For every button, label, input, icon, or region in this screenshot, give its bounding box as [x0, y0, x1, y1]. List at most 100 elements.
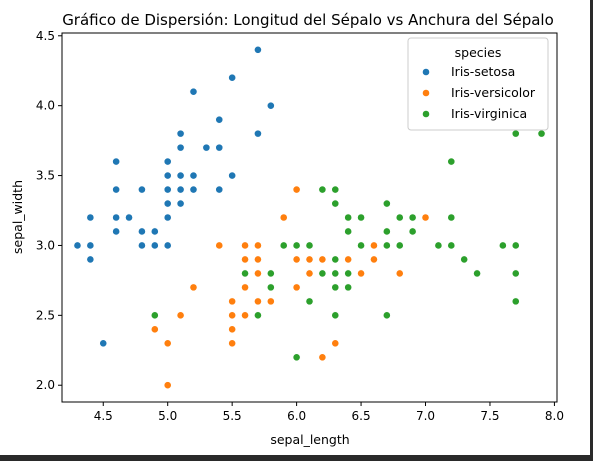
point-iris-versicolor: [241, 283, 249, 292]
point-iris-virginica: [344, 269, 353, 278]
point-iris-setosa: [163, 213, 172, 222]
point-iris-versicolor: [254, 241, 262, 250]
point-iris-virginica: [318, 269, 327, 278]
point-iris-setosa: [176, 171, 185, 180]
y-tick-label: 4.0: [36, 99, 55, 113]
point-iris-versicolor: [305, 269, 314, 278]
point-iris-setosa: [138, 241, 146, 250]
legend-marker: [422, 89, 430, 97]
point-iris-versicolor: [279, 213, 288, 222]
point-iris-virginica: [357, 241, 365, 250]
point-iris-virginica: [408, 227, 417, 236]
point-iris-setosa: [99, 339, 108, 348]
point-iris-setosa: [176, 143, 185, 152]
y-tick-label: 2.5: [36, 308, 55, 322]
point-iris-versicolor: [318, 353, 327, 362]
point-iris-versicolor: [254, 297, 262, 306]
point-iris-virginica: [447, 213, 456, 222]
point-iris-setosa: [163, 199, 172, 208]
point-iris-virginica: [331, 311, 340, 320]
x-tick-label: 6.5: [352, 409, 371, 423]
point-iris-versicolor: [331, 339, 340, 348]
y-tick-label: 3.5: [36, 169, 55, 183]
point-iris-versicolor: [228, 297, 237, 306]
point-iris-virginica: [511, 241, 520, 250]
point-iris-virginica: [382, 199, 391, 208]
point-iris-setosa: [215, 143, 224, 152]
point-iris-virginica: [305, 297, 314, 306]
point-iris-virginica: [305, 241, 314, 250]
point-iris-versicolor: [228, 325, 237, 334]
point-iris-virginica: [382, 227, 391, 236]
point-iris-virginica: [331, 185, 340, 194]
point-iris-setosa: [73, 241, 82, 250]
point-iris-virginica: [254, 311, 262, 320]
point-iris-virginica: [292, 241, 301, 250]
point-iris-setosa: [86, 241, 95, 250]
point-iris-virginica: [344, 213, 353, 222]
point-iris-versicolor: [318, 255, 327, 264]
legend-label: Iris-virginica: [451, 106, 527, 121]
point-iris-versicolor: [370, 241, 378, 250]
point-iris-setosa: [112, 213, 121, 222]
point-iris-virginica: [511, 297, 520, 306]
point-iris-versicolor: [344, 255, 353, 264]
point-iris-virginica: [279, 241, 288, 250]
point-iris-setosa: [112, 157, 121, 166]
point-iris-versicolor: [357, 269, 365, 278]
point-iris-versicolor: [370, 255, 378, 264]
point-iris-versicolor: [241, 311, 249, 320]
point-iris-virginica: [473, 269, 481, 278]
point-iris-virginica: [511, 269, 520, 278]
x-tick-label: 6.0: [287, 409, 306, 423]
point-iris-virginica: [357, 213, 365, 222]
point-iris-virginica: [395, 213, 404, 222]
point-iris-setosa: [163, 241, 172, 250]
point-iris-setosa: [228, 73, 237, 82]
point-iris-setosa: [254, 129, 262, 138]
point-iris-versicolor: [163, 339, 172, 348]
point-iris-versicolor: [228, 311, 237, 320]
point-iris-setosa: [150, 241, 159, 250]
point-iris-virginica: [434, 241, 443, 250]
point-iris-versicolor: [292, 185, 301, 194]
point-iris-setosa: [138, 185, 146, 194]
point-iris-versicolor: [292, 283, 301, 292]
legend-label: Iris-versicolor: [451, 85, 536, 100]
point-iris-setosa: [228, 171, 237, 180]
y-tick-label: 4.5: [36, 29, 55, 43]
x-tick-label: 7.0: [416, 409, 435, 423]
point-iris-virginica: [150, 311, 159, 320]
point-iris-versicolor: [395, 269, 404, 278]
point-iris-virginica: [241, 269, 249, 278]
x-tick-label: 4.5: [94, 409, 113, 423]
point-iris-virginica: [266, 269, 275, 278]
point-iris-setosa: [176, 199, 185, 208]
point-iris-virginica: [382, 241, 391, 250]
point-iris-virginica: [331, 199, 340, 208]
window-border-right: [590, 0, 593, 461]
point-iris-setosa: [112, 227, 121, 236]
point-iris-versicolor: [176, 311, 185, 320]
point-iris-versicolor: [241, 241, 249, 250]
point-iris-versicolor: [305, 255, 314, 264]
point-iris-setosa: [86, 213, 95, 222]
point-iris-setosa: [215, 185, 224, 194]
point-iris-versicolor: [266, 297, 275, 306]
point-iris-versicolor: [228, 339, 237, 348]
point-iris-virginica: [266, 283, 275, 292]
point-iris-setosa: [150, 227, 159, 236]
point-iris-virginica: [331, 255, 340, 264]
point-iris-setosa: [189, 87, 198, 96]
legend-marker: [422, 110, 430, 118]
point-iris-virginica: [331, 283, 340, 292]
point-iris-versicolor: [215, 241, 224, 250]
point-iris-versicolor: [254, 255, 262, 264]
point-iris-virginica: [460, 255, 469, 264]
point-iris-setosa: [254, 45, 262, 54]
point-iris-setosa: [125, 213, 133, 222]
y-axis-label: sepal_width: [10, 180, 25, 254]
point-iris-virginica: [447, 157, 456, 166]
point-iris-setosa: [163, 157, 172, 166]
